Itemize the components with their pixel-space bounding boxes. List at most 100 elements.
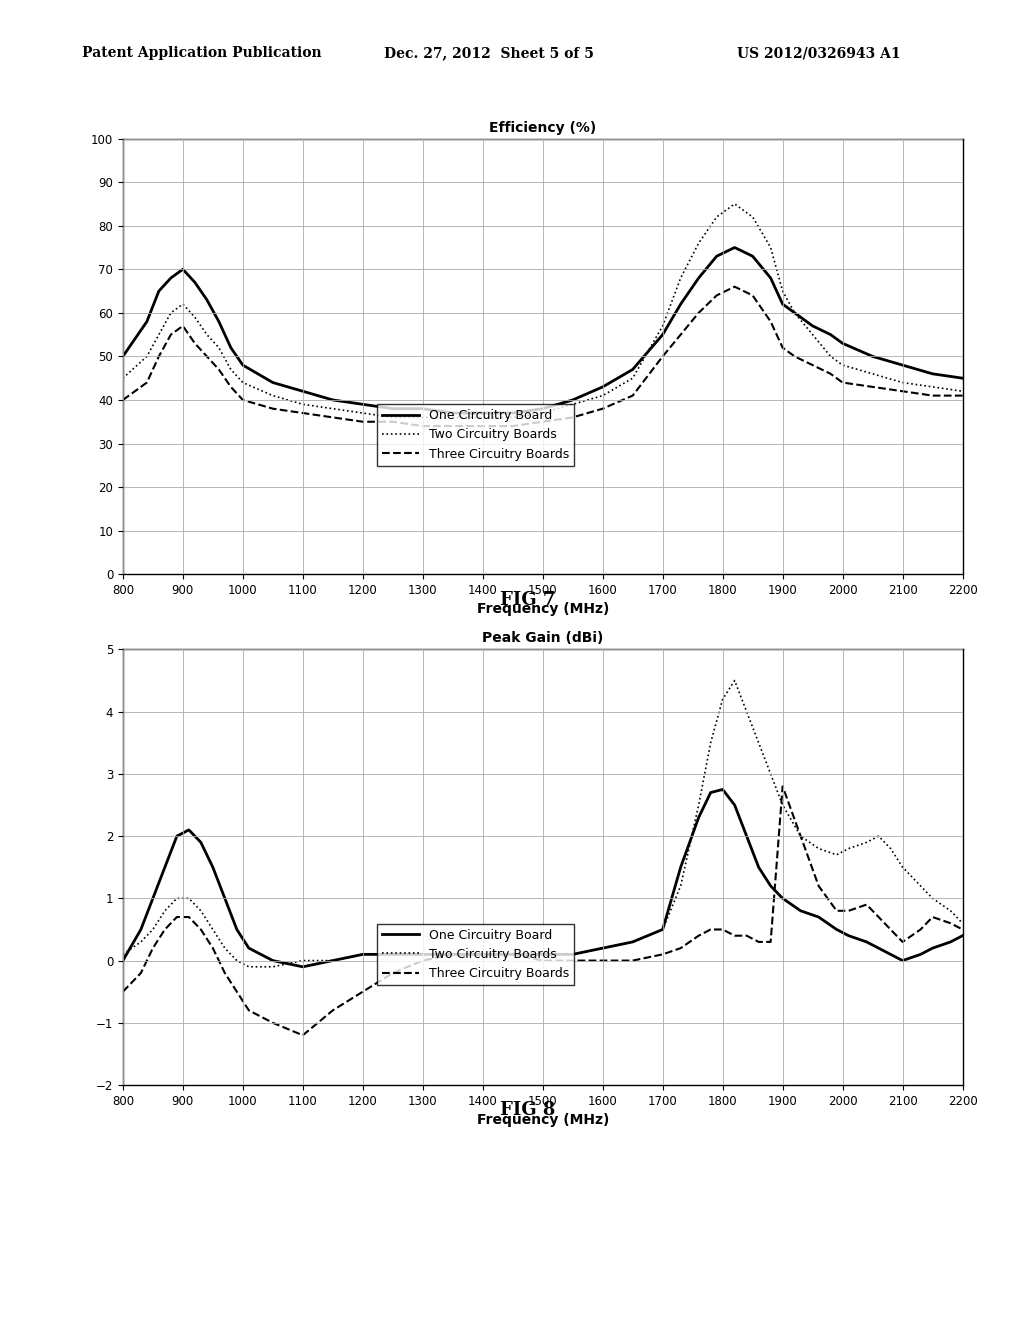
Title: Efficiency (%): Efficiency (%) xyxy=(489,120,596,135)
Three Circuitry Boards xyxy=(171,909,183,925)
Text: FIG 7: FIG 7 xyxy=(500,590,555,609)
Three Circuitry Boards xyxy=(387,414,399,430)
One Circuitry Board xyxy=(597,940,609,956)
Two Circuitry Boards xyxy=(188,309,201,325)
Line: One Circuitry Board: One Circuitry Board xyxy=(123,248,963,413)
One Circuitry Board xyxy=(237,358,249,374)
One Circuitry Board xyxy=(705,784,717,800)
One Circuitry Board xyxy=(765,878,777,894)
Three Circuitry Boards xyxy=(201,348,213,364)
Two Circuitry Boards xyxy=(746,209,759,224)
Three Circuitry Boards xyxy=(507,418,519,434)
Three Circuitry Boards xyxy=(417,953,429,969)
One Circuitry Board xyxy=(765,271,777,286)
One Circuitry Board xyxy=(627,935,639,950)
One Circuitry Board xyxy=(717,781,729,797)
One Circuitry Board xyxy=(746,248,759,264)
Two Circuitry Boards xyxy=(224,362,237,378)
Two Circuitry Boards xyxy=(944,903,956,919)
Two Circuitry Boards xyxy=(135,935,147,950)
Two Circuitry Boards xyxy=(476,946,488,962)
One Circuitry Board xyxy=(446,946,459,962)
One Circuitry Board xyxy=(327,953,339,969)
One Circuitry Board xyxy=(219,891,231,907)
Three Circuitry Boards xyxy=(843,903,855,919)
Three Circuitry Boards xyxy=(765,935,777,950)
One Circuitry Board xyxy=(675,296,687,312)
Two Circuitry Boards xyxy=(824,348,837,364)
Three Circuitry Boards xyxy=(656,946,669,962)
Two Circuitry Boards xyxy=(476,409,488,425)
One Circuitry Board xyxy=(182,822,195,838)
One Circuitry Board xyxy=(956,928,969,944)
One Circuitry Board xyxy=(230,921,243,937)
Three Circuitry Boards xyxy=(914,921,927,937)
Two Circuitry Boards xyxy=(297,953,309,969)
One Circuitry Board xyxy=(177,261,189,277)
One Circuitry Board xyxy=(597,379,609,395)
One Circuitry Board xyxy=(860,935,872,950)
Three Circuitry Boards xyxy=(476,946,488,962)
Three Circuitry Boards xyxy=(446,946,459,962)
Three Circuitry Boards xyxy=(740,928,753,944)
Two Circuitry Boards xyxy=(627,370,639,385)
Three Circuitry Boards xyxy=(872,909,885,925)
One Circuitry Board xyxy=(207,859,219,875)
Two Circuitry Boards xyxy=(566,946,579,962)
One Circuitry Board xyxy=(692,271,705,286)
Three Circuitry Boards xyxy=(230,983,243,999)
One Circuitry Board xyxy=(843,928,855,944)
Two Circuitry Boards xyxy=(327,953,339,969)
Line: One Circuitry Board: One Circuitry Board xyxy=(123,789,963,966)
Three Circuitry Boards xyxy=(656,348,669,364)
Two Circuitry Boards xyxy=(507,946,519,962)
Two Circuitry Boards xyxy=(675,271,687,286)
One Circuitry Board xyxy=(507,946,519,962)
Two Circuitry Boards xyxy=(896,859,908,875)
One Circuitry Board xyxy=(188,275,201,290)
Legend: One Circuitry Board, Two Circuitry Boards, Three Circuitry Boards: One Circuitry Board, Two Circuitry Board… xyxy=(377,924,574,985)
Three Circuitry Boards xyxy=(956,921,969,937)
Three Circuitry Boards xyxy=(627,388,639,404)
Two Circuitry Boards xyxy=(146,921,159,937)
Two Circuitry Boards xyxy=(711,209,723,224)
One Circuitry Board xyxy=(914,946,927,962)
Two Circuitry Boards xyxy=(537,946,549,962)
X-axis label: Frequency (MHz): Frequency (MHz) xyxy=(476,1113,609,1127)
Title: Peak Gain (dBi): Peak Gain (dBi) xyxy=(482,631,603,645)
Three Circuitry Boards xyxy=(776,779,788,795)
One Circuitry Board xyxy=(537,401,549,417)
Three Circuitry Boards xyxy=(117,392,129,408)
One Circuitry Board xyxy=(213,314,225,330)
Text: US 2012/0326943 A1: US 2012/0326943 A1 xyxy=(737,46,901,61)
Three Circuitry Boards xyxy=(135,965,147,981)
Three Circuitry Boards xyxy=(597,953,609,969)
Three Circuitry Boards xyxy=(705,921,717,937)
Two Circuitry Boards xyxy=(207,921,219,937)
Two Circuitry Boards xyxy=(230,953,243,969)
Line: Two Circuitry Boards: Two Circuitry Boards xyxy=(123,681,963,966)
Three Circuitry Boards xyxy=(153,348,165,364)
One Circuitry Board xyxy=(944,935,956,950)
Two Circuitry Boards xyxy=(153,326,165,342)
Three Circuitry Boards xyxy=(927,388,939,404)
Three Circuitry Boards xyxy=(237,392,249,408)
Three Circuitry Boards xyxy=(944,915,956,931)
X-axis label: Frequency (MHz): Frequency (MHz) xyxy=(476,602,609,616)
Two Circuitry Boards xyxy=(866,366,879,381)
Two Circuitry Boards xyxy=(656,921,669,937)
One Circuitry Board xyxy=(356,396,369,412)
Three Circuitry Boards xyxy=(266,1015,279,1031)
Two Circuitry Boards xyxy=(872,828,885,843)
Two Circuitry Boards xyxy=(807,326,819,342)
One Circuitry Board xyxy=(224,339,237,355)
One Circuitry Board xyxy=(776,296,788,312)
One Circuitry Board xyxy=(140,314,153,330)
Three Circuitry Boards xyxy=(927,909,939,925)
One Circuitry Board xyxy=(327,392,339,408)
Three Circuitry Boards xyxy=(824,366,837,381)
Two Circuitry Boards xyxy=(327,401,339,417)
Two Circuitry Boards xyxy=(692,235,705,251)
Two Circuitry Boards xyxy=(140,348,153,364)
Three Circuitry Boards xyxy=(327,409,339,425)
